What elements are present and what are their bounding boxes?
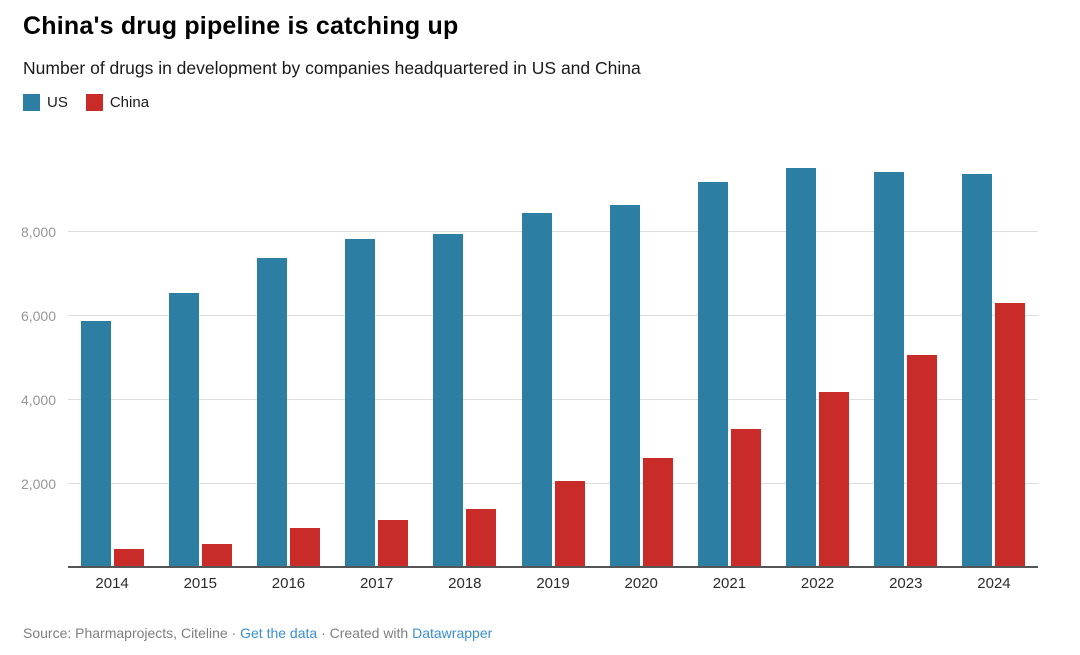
bar-group-2021 [685, 148, 773, 568]
bar-group-2022 [774, 148, 862, 568]
x-tick-label-2014: 2014 [95, 575, 129, 592]
legend-label: China [109, 94, 150, 111]
bar-group-2015 [156, 148, 244, 568]
bar-china-2021 [730, 429, 761, 568]
bar-us-2019 [521, 212, 552, 568]
bar-us-2021 [697, 181, 728, 568]
bar-group-2020 [597, 148, 685, 568]
bar-china-2014 [113, 549, 144, 568]
legend-swatch-china [85, 94, 103, 111]
y-tick-label: 4,000 [20, 392, 56, 408]
x-tick-label-2015: 2015 [183, 575, 217, 592]
legend-swatch-us [23, 94, 40, 111]
bar-group-2014 [68, 148, 156, 568]
bar-group-2018 [421, 148, 509, 568]
bar-china-2017 [378, 519, 409, 568]
legend-item-china: China [85, 94, 150, 111]
bar-china-2015 [201, 544, 232, 568]
source-text: Source: Pharmaprojects, Citeline [23, 625, 228, 641]
gridline-6000 [68, 315, 1038, 316]
bar-us-2024 [962, 174, 993, 568]
bar-group-2016 [244, 148, 332, 568]
bars-layer [68, 148, 1038, 568]
x-tick-label-2017: 2017 [359, 575, 394, 592]
legend-label: US [47, 94, 68, 111]
y-tick-label: 2,000 [20, 476, 56, 492]
gridline-8000 [68, 231, 1038, 232]
bar-us-2014 [80, 320, 111, 568]
footer-separator: · [321, 625, 326, 641]
x-axis-labels: 2014 2015 2016 2017 2018 2019 2020 2021 2022 2023… [68, 575, 1038, 592]
bar-group-2019 [509, 148, 597, 568]
created-with-text: Created with [329, 625, 409, 641]
bar-us-2017 [345, 238, 376, 568]
bar-us-2018 [433, 234, 464, 568]
datawrapper-link[interactable]: Datawrapper [412, 625, 493, 641]
x-tick-label-2020: 2020 [624, 575, 658, 592]
legend-item-us: US [23, 94, 68, 111]
bar-china-2020 [642, 457, 673, 568]
footer-separator: · [231, 625, 237, 641]
bar-us-2022 [786, 167, 817, 568]
gridline-2000 [68, 483, 1038, 484]
x-tick-label-2018: 2018 [448, 575, 482, 592]
bar-china-2022 [819, 391, 850, 568]
bar-us-2015 [168, 292, 199, 568]
bar-china-2016 [289, 528, 320, 568]
y-tick-label: 8,000 [20, 224, 56, 240]
bar-china-2024 [995, 303, 1026, 568]
bar-us-2016 [256, 258, 287, 568]
plot-area: 2,000 4,000 6,000 8,000 [21, 148, 1038, 568]
x-axis-line [68, 566, 1038, 568]
bar-china-2019 [554, 480, 585, 568]
x-tick-label-2023: 2023 [889, 575, 923, 592]
bar-group-2024 [950, 148, 1038, 568]
x-tick-label-2022: 2022 [800, 575, 835, 592]
y-tick-label: 6,000 [20, 308, 56, 324]
legend: US China [23, 94, 149, 111]
bar-china-2023 [907, 355, 938, 568]
footer: Source: Pharmaprojects, Citeline · Get t… [23, 625, 492, 641]
bar-group-2017 [333, 148, 421, 568]
x-tick-label-2016: 2016 [271, 575, 306, 592]
x-tick-label-2024: 2024 [977, 575, 1011, 592]
get-the-data-link[interactable]: Get the data [240, 625, 318, 641]
x-tick-label-2021: 2021 [712, 575, 747, 592]
gridline-4000 [68, 399, 1038, 400]
chart-subtitle: Number of drugs in development by compan… [23, 58, 641, 78]
chart-title: China's drug pipeline is catching up [23, 12, 459, 40]
bar-us-2023 [874, 172, 905, 568]
x-tick-label-2019: 2019 [536, 575, 570, 592]
bar-group-2023 [862, 148, 950, 568]
bar-us-2020 [609, 205, 640, 568]
bar-china-2018 [466, 509, 497, 568]
